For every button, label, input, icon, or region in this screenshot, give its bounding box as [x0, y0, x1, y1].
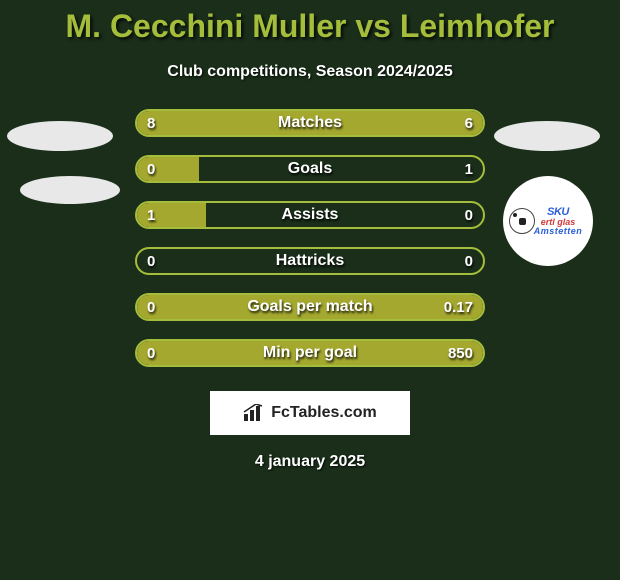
deco-ellipse-3 [494, 121, 600, 151]
page-subtitle: Club competitions, Season 2024/2025 [0, 63, 620, 81]
stat-row: 00.17Goals per match [135, 293, 485, 321]
stat-label: Min per goal [137, 341, 483, 365]
stat-label: Hattricks [137, 249, 483, 273]
stat-row: 86Matches [135, 109, 485, 137]
stat-row: 00Hattricks [135, 247, 485, 275]
club-badge: SKU ertl glas Amstetten [503, 176, 593, 266]
deco-ellipse-2 [20, 176, 120, 204]
stat-label: Matches [137, 111, 483, 135]
badge-line-3: Amstetten [534, 227, 583, 236]
badge-line-1: SKU [534, 207, 583, 218]
chart-icon [243, 404, 265, 422]
stats-container: 86Matches 01Goals 10Assists 00Hattricks 00.1… [135, 109, 485, 367]
stat-label: Assists [137, 203, 483, 227]
stat-row: 10Assists [135, 201, 485, 229]
footer-date: 4 january 2025 [0, 453, 620, 471]
footer-brand-text: FcTables.com [271, 404, 377, 422]
stat-label: Goals [137, 157, 483, 181]
stat-label: Goals per match [137, 295, 483, 319]
deco-ellipse-1 [7, 121, 113, 151]
stat-row: 0850Min per goal [135, 339, 485, 367]
footer-brand: FcTables.com [210, 391, 410, 435]
badge-text: SKU ertl glas Amstetten [534, 207, 583, 236]
page-title: M. Cecchini Muller vs Leimhofer [0, 0, 620, 45]
stat-row: 01Goals [135, 155, 485, 183]
soccer-ball-icon [509, 208, 535, 234]
